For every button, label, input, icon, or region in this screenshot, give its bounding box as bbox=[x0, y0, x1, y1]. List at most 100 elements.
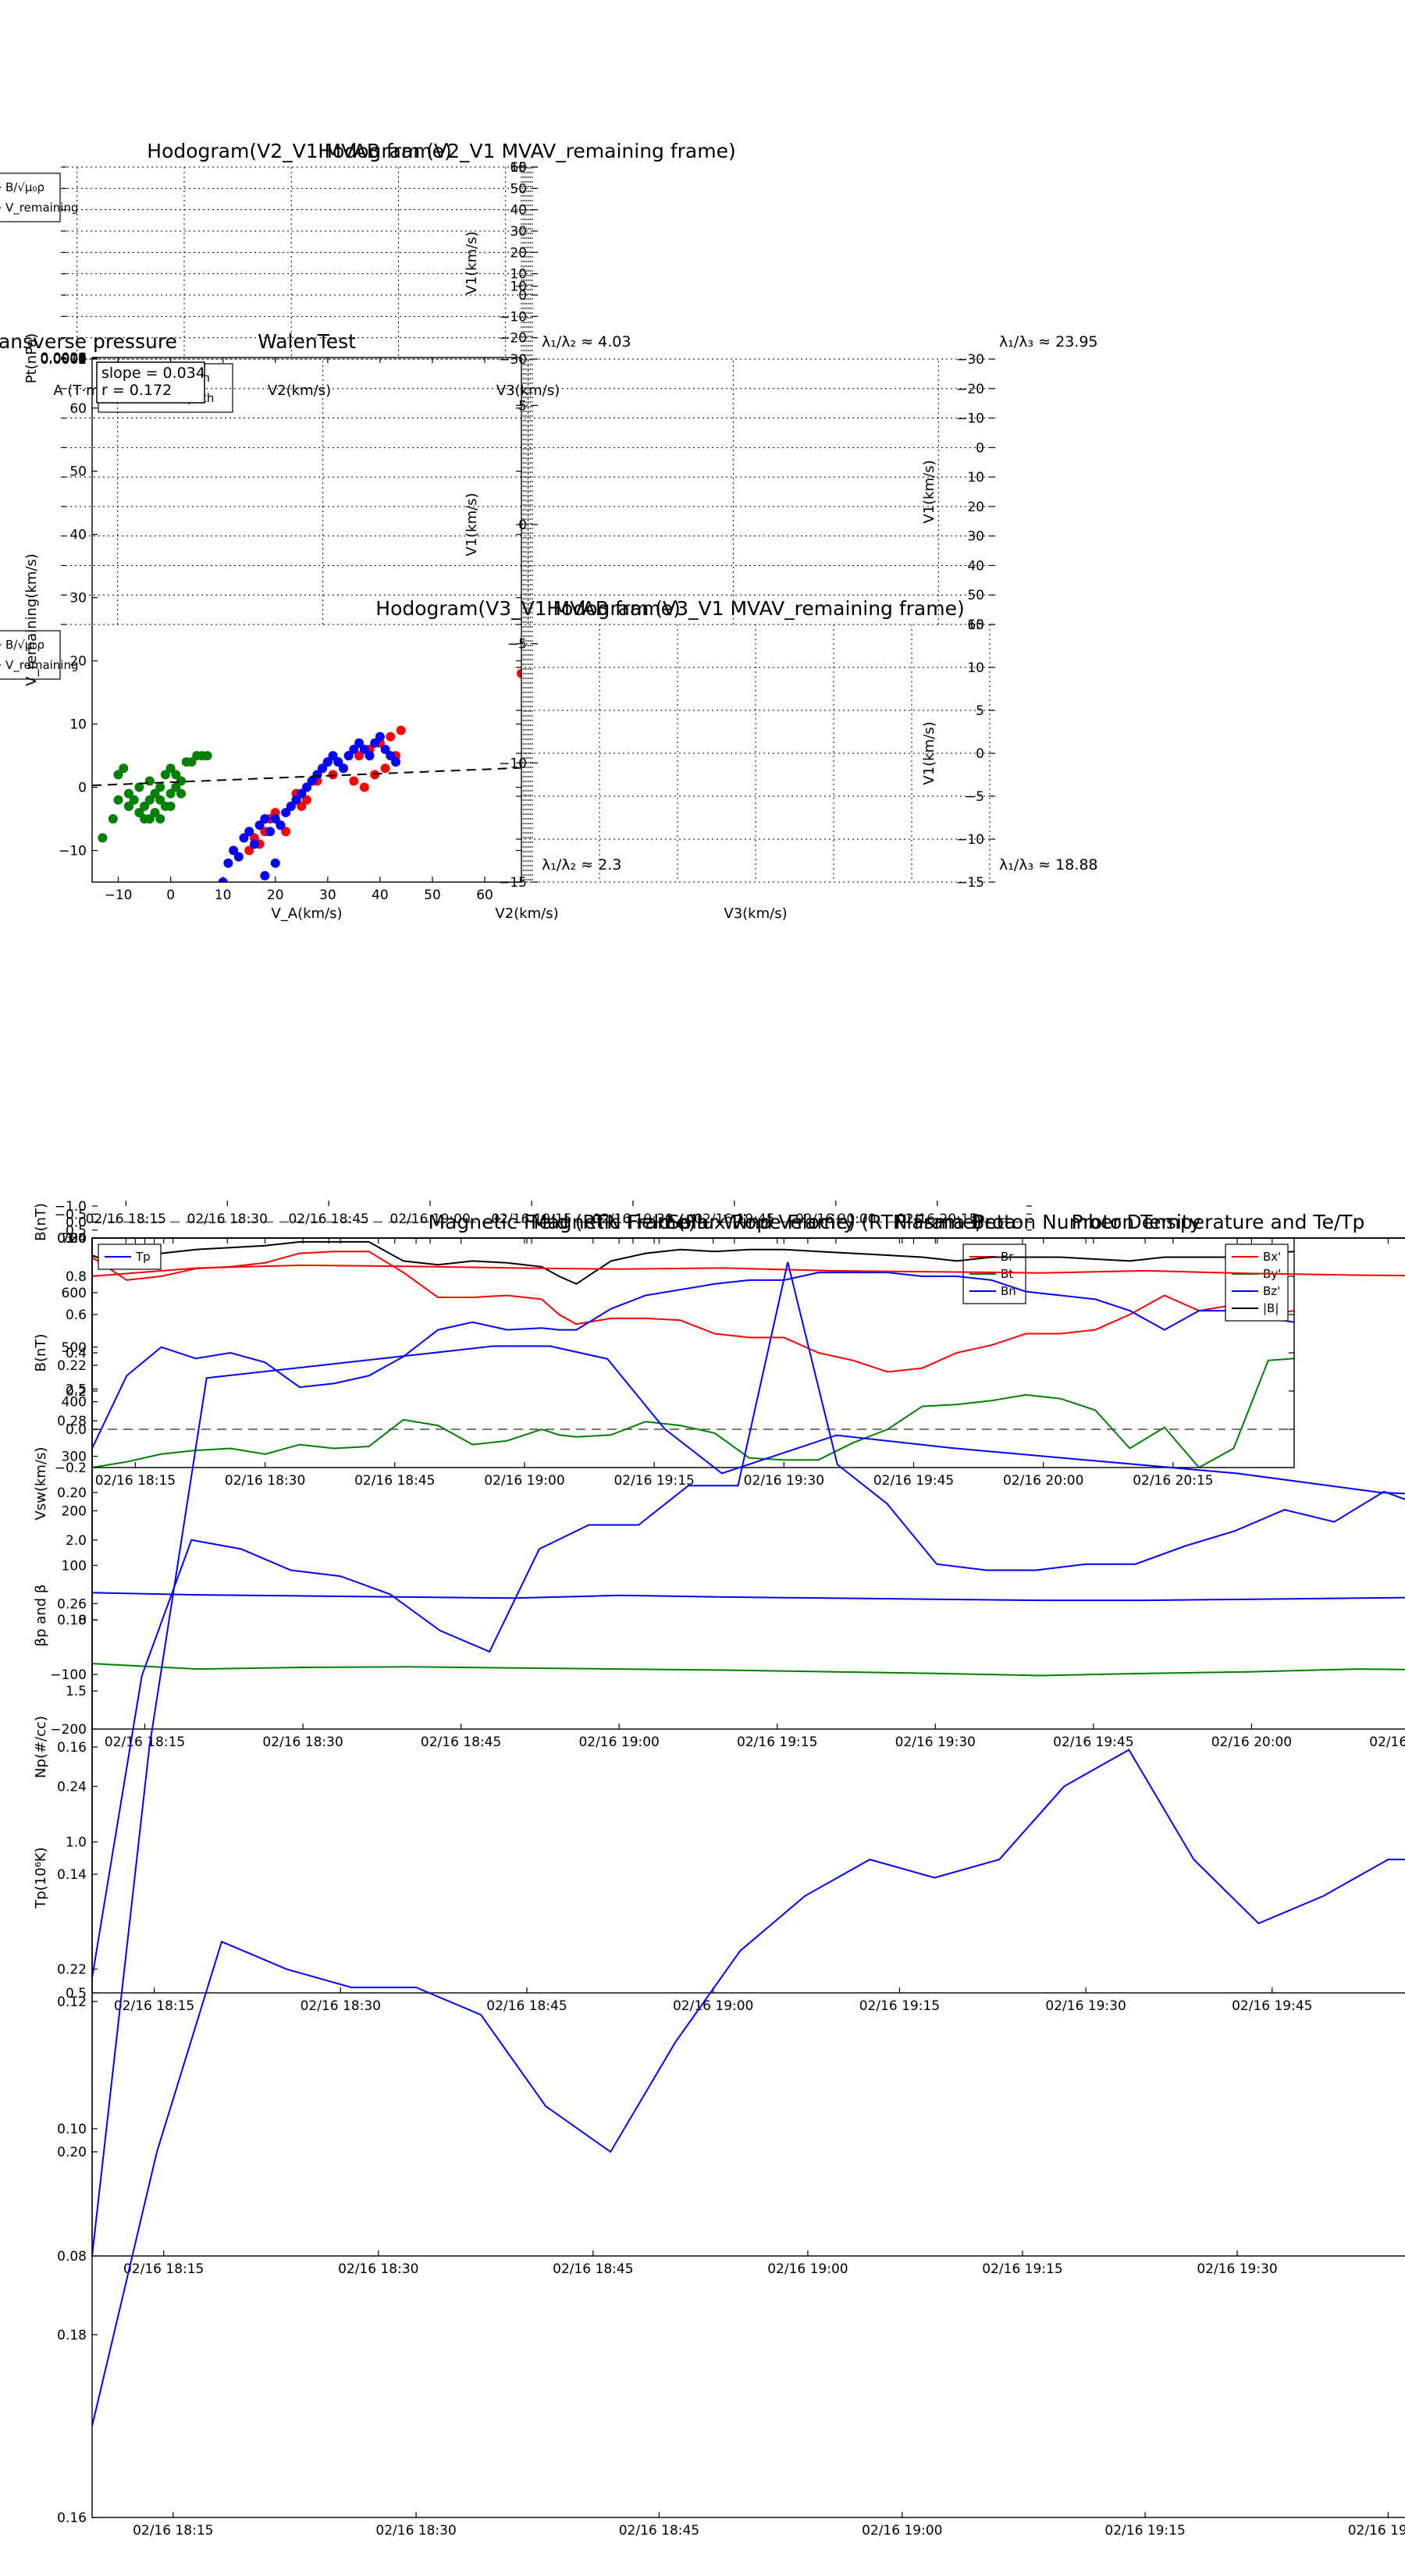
series-line-0 bbox=[697, 386, 810, 598]
chart-title: Solar Wind Velocity (RTN Frame) bbox=[667, 1211, 982, 1233]
y-tick-label: 0.12 bbox=[57, 1994, 87, 2010]
data-point bbox=[328, 770, 338, 780]
y-tick-label: 0.2 bbox=[66, 1384, 87, 1400]
x-tick-label: 02/16 18:45 bbox=[486, 1998, 567, 2014]
data-point bbox=[304, 442, 311, 448]
data-point bbox=[272, 288, 279, 294]
data-point bbox=[283, 293, 289, 299]
data-point bbox=[751, 471, 757, 477]
data-point bbox=[269, 296, 276, 302]
y-tick-label: 0.0001 bbox=[41, 352, 87, 368]
data-point bbox=[737, 686, 743, 692]
data-point bbox=[372, 304, 378, 310]
x-tick-label: 02/16 18:45 bbox=[421, 1735, 501, 1750]
data-point bbox=[176, 776, 187, 786]
data-point bbox=[768, 643, 774, 649]
chart-title: Proton Temperature and Te/Tp bbox=[1072, 1211, 1365, 1233]
data-point bbox=[284, 432, 290, 439]
y-tick-label: −15 bbox=[499, 875, 527, 891]
x-tick-label: 02/16 19:45 bbox=[694, 1212, 774, 1227]
data-point bbox=[261, 281, 268, 287]
data-point bbox=[710, 389, 716, 395]
data-point bbox=[318, 763, 328, 774]
data-point bbox=[269, 477, 275, 483]
x-tick-label: 02/16 18:30 bbox=[375, 2523, 456, 2539]
x-tick-label: 02/16 19:15 bbox=[1104, 2523, 1185, 2539]
data-point bbox=[223, 858, 233, 868]
data-point bbox=[745, 477, 752, 483]
data-point bbox=[522, 546, 528, 552]
x-tick-label: 02/16 19:45 bbox=[1053, 1735, 1133, 1750]
data-point bbox=[155, 814, 165, 824]
data-point bbox=[698, 789, 704, 795]
y-tick-label: 0.0000 bbox=[41, 352, 87, 368]
data-point bbox=[144, 814, 155, 824]
y-axis-label: B(nT) bbox=[33, 1203, 49, 1241]
data-point bbox=[134, 782, 144, 792]
data-point bbox=[244, 845, 254, 856]
y-tick-label: 30 bbox=[967, 529, 984, 545]
data-point bbox=[299, 462, 305, 468]
data-point bbox=[484, 477, 490, 483]
y-tick-label: 0.6 bbox=[66, 1308, 87, 1323]
data-point bbox=[165, 788, 176, 799]
y-tick-label: 600 bbox=[62, 1286, 87, 1301]
data-point bbox=[264, 286, 270, 292]
y-tick-label: −20 bbox=[499, 331, 527, 347]
data-point bbox=[302, 782, 311, 792]
data-point bbox=[741, 397, 747, 404]
data-point bbox=[297, 801, 307, 811]
y-axis-label: V1(km/s) bbox=[921, 721, 937, 785]
series-line-2 bbox=[92, 1272, 1294, 1449]
data-point bbox=[713, 806, 720, 813]
y-tick-label: 1.0 bbox=[66, 1835, 87, 1851]
data-point bbox=[291, 795, 301, 805]
x-tick-label: 02/16 20:00 bbox=[1211, 1735, 1292, 1750]
series-line-1 bbox=[92, 1357, 1294, 1468]
y-tick-label: −0.2 bbox=[55, 1461, 87, 1476]
y-tick-label: 0.0009 bbox=[41, 350, 87, 366]
series-line-0 bbox=[92, 1251, 1294, 1373]
data-point bbox=[171, 770, 181, 780]
y-tick-label: 10 bbox=[967, 470, 984, 486]
data-point bbox=[273, 459, 279, 465]
data-point bbox=[134, 807, 144, 817]
x-tick-label: 02/16 18:30 bbox=[187, 1212, 268, 1227]
data-point bbox=[218, 877, 228, 882]
data-point bbox=[270, 858, 280, 868]
y-axis-label: Np(#/cc) bbox=[33, 1716, 49, 1778]
y-axis-label: Pt(nPa) bbox=[23, 333, 40, 383]
chart-title: Magnetic Field (Flux Rope Frame) bbox=[531, 1211, 855, 1233]
x-tick-label: 50 bbox=[424, 888, 441, 903]
plot-frame bbox=[91, 1237, 1405, 1994]
ratio-annotation: λ₁/λ₂ ≈ 2.3 bbox=[542, 856, 621, 873]
x-tick-label: 02/16 19:00 bbox=[484, 1473, 564, 1489]
y-tick-label: 0.24 bbox=[57, 1779, 87, 1795]
data-point bbox=[281, 827, 291, 837]
y-tick-label: 30 bbox=[510, 224, 527, 240]
data-point bbox=[279, 471, 285, 477]
legend-box bbox=[0, 630, 61, 680]
data-point bbox=[294, 409, 301, 415]
chart-title: Transverse pressure bbox=[0, 330, 177, 353]
x-tick-label: 02/16 19:00 bbox=[578, 1735, 659, 1750]
x-axis-label: V2(km/s) bbox=[268, 382, 331, 399]
x-tick-label: 60 bbox=[476, 888, 493, 903]
x-tick-label: 02/16 20:00 bbox=[1003, 1473, 1083, 1489]
series-group bbox=[92, 1261, 1405, 1978]
x-tick-label: 02/16 18:30 bbox=[225, 1473, 305, 1489]
data-point bbox=[721, 720, 727, 727]
data-point bbox=[338, 763, 348, 774]
y-tick-label: 0 bbox=[976, 440, 984, 456]
data-point bbox=[307, 320, 313, 326]
data-point bbox=[144, 776, 155, 786]
data-point bbox=[705, 394, 711, 400]
data-point bbox=[299, 424, 305, 430]
data-point bbox=[165, 801, 176, 811]
y-axis-label: βp and β bbox=[33, 1585, 49, 1647]
x-tick-label: 02/16 19:15 bbox=[982, 2261, 1062, 2277]
data-point bbox=[768, 819, 774, 825]
series-group bbox=[224, 183, 386, 343]
data-point bbox=[768, 755, 774, 761]
x-axis-label: V3(km/s) bbox=[496, 382, 560, 399]
